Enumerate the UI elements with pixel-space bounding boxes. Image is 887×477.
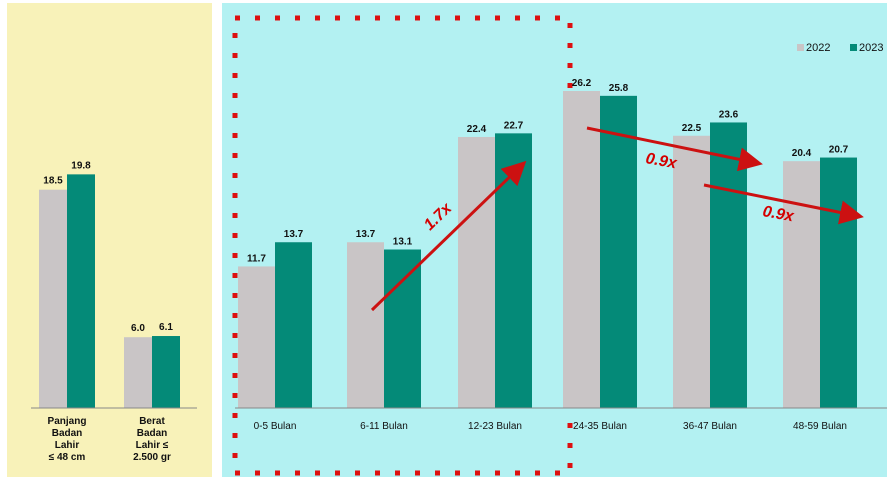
category-label-0: 0-5 Bulan xyxy=(254,421,297,432)
bar-2023-cat4 xyxy=(710,122,747,409)
trend-arrow-3 xyxy=(703,183,864,225)
value-label-2023-cat4: 23.6 xyxy=(719,109,739,120)
bar-2023-cat1 xyxy=(384,249,421,408)
right-bar-chart: 11.7 13.7 0-5 Bulan 13.7 13.1 6-11 Bulan 22.4 2… xyxy=(232,15,887,476)
value-label-2023-cat5: 20.7 xyxy=(829,145,849,156)
legend-swatch-2023 xyxy=(850,44,857,51)
value-label-2022-cat5: 20.4 xyxy=(792,148,812,159)
legend-swatch-2022 xyxy=(797,44,804,51)
trend-arrow-2 xyxy=(586,126,763,172)
category-label-left-1-line0: Berat xyxy=(139,416,165,427)
value-label-2023-cat3: 25.8 xyxy=(609,83,629,94)
category-label-1: 6-11 Bulan xyxy=(360,421,408,432)
category-label-left-0-line2: Lahir xyxy=(55,440,80,451)
bar-2022-cat1 xyxy=(347,242,384,408)
legend-label-2023: 2023 xyxy=(859,42,883,54)
value-label-2022-cat3: 26.2 xyxy=(572,78,592,89)
category-label-left-1-line1: Badan xyxy=(137,428,168,439)
category-label-left-1-line3: 2.500 gr xyxy=(133,452,171,463)
category-label-5: 48-59 Bulan xyxy=(793,421,847,432)
multiplier-label-2: 0.9x xyxy=(644,150,679,172)
bar-2022-cat3 xyxy=(563,91,600,408)
value-label-2022-cat4: 22.5 xyxy=(682,123,702,134)
value-label-2022-cat1: 6.0 xyxy=(131,323,145,334)
bar-2022-cat4 xyxy=(673,135,710,408)
bar-2022-cat1 xyxy=(124,337,152,408)
bar-2023-cat1 xyxy=(152,336,180,408)
multiplier-label-1: 1.7x xyxy=(421,199,456,234)
bar-2023-cat5 xyxy=(820,157,857,408)
bar-2023-cat0 xyxy=(67,174,95,408)
value-label-2022-cat0: 18.5 xyxy=(43,176,63,187)
multiplier-label-3: 0.9x xyxy=(761,203,796,225)
bar-2022-cat5 xyxy=(783,161,820,408)
category-label-3: 24-35 Bulan xyxy=(573,421,627,432)
category-label-2: 12-23 Bulan xyxy=(468,421,522,432)
value-label-2023-cat0: 19.8 xyxy=(71,160,91,171)
value-label-2023-cat0: 13.7 xyxy=(284,229,304,240)
bar-2022-cat0 xyxy=(238,266,275,408)
category-label-left-0-line3: ≤ 48 cm xyxy=(49,452,86,463)
value-label-2022-cat1: 13.7 xyxy=(356,229,376,240)
value-label-2022-cat2: 22.4 xyxy=(467,124,487,135)
value-label-2023-cat1: 6.1 xyxy=(159,322,173,333)
category-label-left-0-line1: Badan xyxy=(52,428,83,439)
legend-label-2022: 2022 xyxy=(806,42,830,54)
value-label-2022-cat0: 11.7 xyxy=(247,253,266,264)
value-label-2023-cat1: 13.1 xyxy=(393,237,413,248)
right-chart-panel: 11.7 13.7 0-5 Bulan 13.7 13.1 6-11 Bulan 22.4 2… xyxy=(222,3,887,477)
value-label-2023-cat2: 22.7 xyxy=(504,120,524,131)
trend-arrow-1 xyxy=(370,160,527,312)
left-chart-panel: 18.5 19.8 Panjang Badan Lahir ≤ 48 cm 6.0 6.1 Be… xyxy=(7,3,212,477)
bar-2022-cat2 xyxy=(458,136,495,408)
bar-2022-cat0 xyxy=(39,189,67,408)
bar-2023-cat3 xyxy=(600,95,637,408)
category-label-left-0-line0: Panjang xyxy=(48,416,87,427)
bar-2023-cat0 xyxy=(275,242,312,408)
category-label-4: 36-47 Bulan xyxy=(683,421,737,432)
category-label-left-1-line2: Lahir ≤ xyxy=(136,440,169,451)
